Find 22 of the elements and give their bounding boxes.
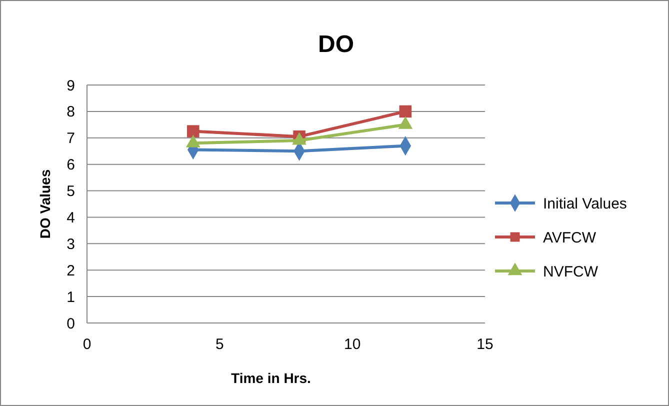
legend-label: AVFCW [543,229,597,246]
chart-title: DO [318,31,354,58]
y-tick-label: 0 [66,315,75,332]
y-tick-label: 4 [66,209,75,226]
y-tick-label: 5 [66,183,75,200]
x-tick-label: 10 [344,336,361,353]
y-tick-label: 9 [66,77,75,94]
x-tick-label: 15 [476,336,494,353]
x-tick-label: 5 [215,336,224,353]
y-axis-title: DO Values [37,169,53,239]
point [187,125,200,138]
legend-label: NVFCW [543,263,599,280]
y-tick-label: 2 [66,262,75,280]
x-axis-title: Time in Hrs. [231,370,311,386]
point [399,105,412,118]
y-tick-label: 3 [66,236,75,253]
legend-label: Initial Values [543,195,627,212]
y-tick-label: 1 [66,288,75,306]
y-tick-label: 8 [66,104,75,121]
y-tick-label: 6 [66,156,75,174]
y-tick-label: 7 [66,130,75,148]
x-tick-label: 0 [82,336,92,353]
